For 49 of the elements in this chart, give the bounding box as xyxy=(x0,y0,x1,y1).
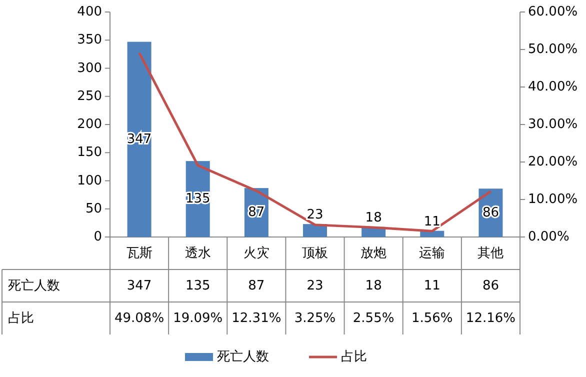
y2-tick-label: 40.00% xyxy=(528,80,578,94)
x-tick-label: 顶板 xyxy=(302,246,328,261)
data-label: 19.09% xyxy=(173,310,223,326)
data-label: 1.56% xyxy=(411,310,453,326)
data-label: 135 xyxy=(185,278,210,294)
data-label: 23 xyxy=(306,278,324,294)
data-label: 87 xyxy=(248,278,265,294)
y2-tick-label: 0.00% xyxy=(528,230,570,244)
legend-label: 占比 xyxy=(341,350,367,364)
data-label: 12.31% xyxy=(232,310,282,326)
y-tick-label: 300 xyxy=(77,60,102,76)
data-label: 11 xyxy=(424,278,440,294)
annotation: 11 xyxy=(424,214,440,230)
y2-tick-label: 10.00% xyxy=(528,192,578,207)
annotation: 18 xyxy=(365,210,382,226)
x-tick-label: 透水 xyxy=(184,246,211,261)
data-label: 12.16% xyxy=(466,310,516,326)
text: 死亡人数 xyxy=(8,278,60,294)
y-tick-label: 0 xyxy=(94,230,102,244)
y-tick-label: 200 xyxy=(77,117,102,132)
text: 占比 xyxy=(8,310,34,326)
x-tick-label: 放炮 xyxy=(360,246,387,261)
bar xyxy=(127,42,152,237)
data-label: 347 xyxy=(126,278,152,294)
annotation: 347 xyxy=(126,132,152,147)
y-tick-label: 350 xyxy=(77,32,102,48)
data-label: 3.25% xyxy=(294,310,336,326)
annotation: 87 xyxy=(248,205,265,220)
data-label: 18 xyxy=(365,278,382,294)
y-tick-label: 100 xyxy=(77,173,102,188)
data-label: 2.55% xyxy=(352,310,394,326)
y-tick-label: 400 xyxy=(77,4,102,20)
y2-tick-label: 30.00% xyxy=(528,117,578,132)
x-tick-label: 其他 xyxy=(478,246,504,261)
data-label: 49.08% xyxy=(114,310,164,326)
y-tick-label: 250 xyxy=(77,88,102,104)
legend-label: 死亡人数 xyxy=(217,348,269,364)
data-label: 86 xyxy=(482,278,499,294)
x-tick-label: 运输 xyxy=(419,246,446,261)
annotation: 86 xyxy=(482,205,499,220)
y2-tick-label: 50.00% xyxy=(528,42,578,57)
y-tick-label: 50 xyxy=(85,201,102,216)
annotation: 135 xyxy=(185,192,210,207)
y2-tick-label: 60.00% xyxy=(528,4,578,20)
annotation: 23 xyxy=(306,208,324,223)
y-tick-label: 150 xyxy=(77,145,102,160)
x-tick-label: 火灾 xyxy=(243,244,270,261)
y2-tick-label: 20.00% xyxy=(528,154,578,170)
x-tick-label: 瓦斯 xyxy=(126,246,152,261)
